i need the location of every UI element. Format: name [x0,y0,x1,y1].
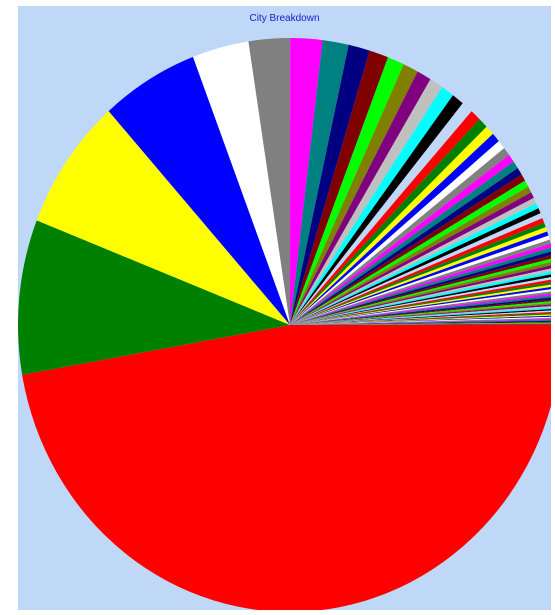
pie-slice [290,274,551,325]
pie-slice [290,293,551,325]
pie-slice [36,111,290,325]
pie-slice [290,320,551,325]
pie-slice [290,262,551,325]
pie-slice [290,235,550,325]
pie-slice [290,71,431,325]
pie-slice [290,133,499,325]
pie-slice [290,87,453,325]
pie-slice [290,231,549,325]
pie-slice [290,289,551,325]
pie-slice [290,186,532,325]
pie-slice [290,302,551,325]
chart-panel: City Breakdown [18,6,551,610]
pie-slice [290,324,551,325]
pie-slice [290,126,493,325]
pie-slice [290,141,505,325]
pie-slice [193,41,290,326]
pie-slice [290,154,514,325]
pie-slice [290,319,551,325]
pie-slice [290,309,551,325]
pie-slice [290,306,551,325]
pie-slice [290,321,551,325]
pie-slice [290,243,551,325]
pie-slice [290,313,551,325]
pie-slice [22,325,551,610]
pie-chart [18,37,551,610]
pie-slice [290,255,551,325]
pie-slice [290,239,551,325]
pie-slice [290,213,543,325]
pie-slice [290,50,388,326]
pie-slice [290,174,526,325]
pie-slice [290,316,551,325]
pie-slice [290,307,551,325]
pie-slice [290,319,551,325]
pie-slice [18,220,291,375]
pie-slice [290,287,551,325]
pie-slice [290,247,551,325]
pie-slice [248,37,291,325]
pie-slice [290,310,551,325]
pie-slice [290,271,551,325]
pie-slice [290,40,349,325]
pie-slice [290,251,551,325]
pie-slice [290,277,551,325]
pie-slice [290,282,551,325]
pie-slice [290,265,551,325]
pie-slice [290,222,546,325]
pie-slice [290,322,551,325]
pie-slice [290,79,443,325]
pie-slice [290,168,522,325]
pie-slice [290,44,370,325]
pie-slice [290,323,551,325]
pie-slice [290,111,480,325]
pie-slice [290,218,545,325]
pie-slice [290,317,551,325]
pie-slice [290,95,463,325]
pie-slice [290,295,551,325]
pie-slice [290,103,472,325]
pie-slice [290,148,510,325]
pie-slice [290,192,534,325]
chart-title: City Breakdown [249,13,320,24]
pie-slice [290,268,551,325]
pie-slice [108,56,290,326]
pie-slice [290,64,418,325]
pie-slice [290,301,551,325]
pie-slice [290,297,551,325]
pie-slice [290,315,551,325]
pie-slice [290,291,551,325]
pie-slice [290,279,551,325]
pie-slice [290,119,487,325]
pie-slice [290,180,529,325]
pie-slice [290,314,551,325]
pie-slice [290,258,551,325]
pie-slice [290,57,404,325]
pie-slice [290,161,518,325]
pie-slice [290,197,537,325]
pie-slice [290,203,539,325]
pie-slice [290,208,541,325]
pie-slice [290,227,548,325]
pie-slice [290,38,323,325]
